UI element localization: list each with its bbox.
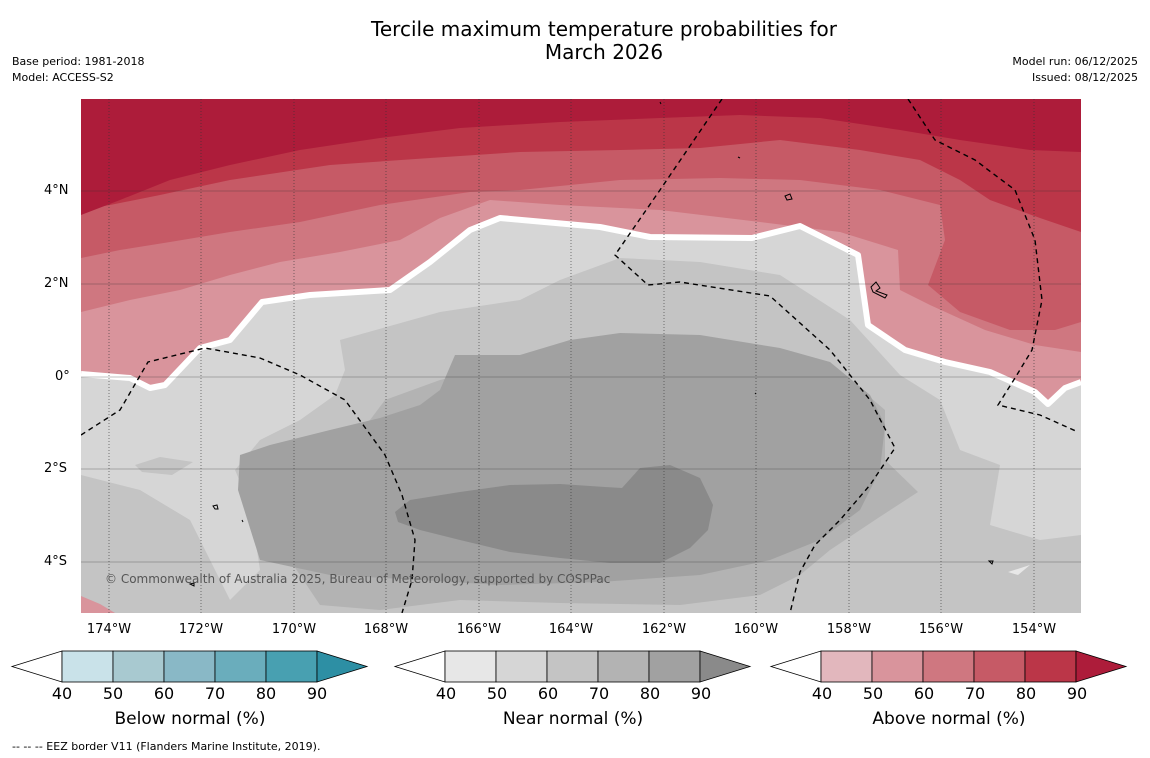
colorbar-above-normal-segment bbox=[871, 650, 924, 683]
base-period: Base period: 1981-2018 bbox=[12, 55, 145, 68]
model-name: Model: ACCESS-S2 bbox=[12, 71, 114, 84]
lon-label-170w: 170°W bbox=[271, 622, 317, 637]
colorbar-tick: 50 bbox=[486, 684, 508, 703]
copyright-notice: © Commonwealth of Australia 2025, Bureau… bbox=[105, 572, 611, 586]
eez-footnote: -- -- -- EEZ border V11 (Flanders Marine… bbox=[12, 740, 321, 753]
colorbar-tick: 80 bbox=[255, 684, 277, 703]
above-normal-90-band bbox=[81, 99, 1081, 215]
lat-label-0: 0° bbox=[55, 369, 70, 384]
colorbar-tick: 70 bbox=[964, 684, 986, 703]
lon-label-154w: 154°W bbox=[1011, 622, 1057, 637]
title-line-1: Tercile maximum temperature probabilitie… bbox=[371, 17, 837, 41]
colorbar-tick: 40 bbox=[435, 684, 457, 703]
meta-right: Model run: 06/12/2025 Issued: 08/12/2025 bbox=[1012, 54, 1138, 86]
colorbar-tick: 70 bbox=[204, 684, 226, 703]
colorbar-below-normal-segment bbox=[163, 650, 216, 683]
colorbar-near-normal-low-extend bbox=[393, 650, 446, 683]
lat-label-2s: 2°S bbox=[44, 461, 68, 476]
colorbar-tick: 50 bbox=[102, 684, 124, 703]
colorbar-above-normal-low-extend bbox=[769, 650, 822, 683]
lon-label-164w: 164°W bbox=[548, 622, 594, 637]
lon-label-168w: 168°W bbox=[363, 622, 409, 637]
model-run: Model run: 06/12/2025 bbox=[1012, 55, 1138, 68]
colorbar-tick: 60 bbox=[913, 684, 935, 703]
colorbar-above-normal-high-extend bbox=[1075, 650, 1128, 683]
near-normal-80-island bbox=[645, 430, 678, 465]
lon-label-162w: 162°W bbox=[641, 622, 687, 637]
colorbar-near-normal-segment bbox=[495, 650, 548, 683]
colorbar-below-normal-high-extend bbox=[316, 650, 369, 683]
colorbar-tick: 90 bbox=[306, 684, 328, 703]
colorbar-below-normal-segment bbox=[61, 650, 114, 683]
colorbar-below-normal-low-extend bbox=[10, 650, 63, 683]
meta-left: Base period: 1981-2018 Model: ACCESS-S2 bbox=[12, 54, 144, 86]
near-normal-50-island bbox=[1008, 565, 1030, 575]
colorbar-tick: 70 bbox=[588, 684, 610, 703]
title-line-2: March 2026 bbox=[544, 40, 664, 64]
colorbar-above-normal-segment bbox=[820, 650, 873, 683]
colorbar-near-normal-segment bbox=[648, 650, 701, 683]
colorbar-tick: 80 bbox=[639, 684, 661, 703]
above-normal-corner bbox=[81, 596, 115, 613]
colorbar-tick: 90 bbox=[690, 684, 712, 703]
colorbar-near-normal-segment bbox=[444, 650, 497, 683]
lon-label-172w: 172°W bbox=[178, 622, 224, 637]
lon-label-174w: 174°W bbox=[86, 622, 132, 637]
lon-label-160w: 160°W bbox=[733, 622, 779, 637]
colorbar-below-normal-segment bbox=[214, 650, 267, 683]
islands bbox=[188, 101, 994, 587]
issued-date: Issued: 08/12/2025 bbox=[1031, 71, 1138, 84]
colorbars bbox=[10, 650, 1128, 683]
probability-field bbox=[81, 99, 1081, 613]
colorbar-below-normal-segment bbox=[265, 650, 318, 683]
colorbar-tick: 40 bbox=[811, 684, 833, 703]
colorbar-title-near-normal: Near normal (%) bbox=[502, 709, 644, 729]
colorbar-title-above-normal: Above normal (%) bbox=[872, 709, 1026, 729]
lon-label-166w: 166°W bbox=[456, 622, 502, 637]
colorbar-above-normal-segment bbox=[922, 650, 975, 683]
colorbar-tick: 60 bbox=[153, 684, 175, 703]
colorbar-tick: 50 bbox=[862, 684, 884, 703]
eez-borders bbox=[81, 99, 1079, 613]
lat-label-4n: 4°N bbox=[44, 183, 69, 198]
lat-label-2n: 2°N bbox=[44, 276, 69, 291]
colorbar-tick: 40 bbox=[51, 684, 73, 703]
colorbar-near-normal-segment bbox=[546, 650, 599, 683]
colorbar-tick: 90 bbox=[1066, 684, 1088, 703]
colorbar-tick: 80 bbox=[1015, 684, 1037, 703]
colorbar-tick: 60 bbox=[537, 684, 559, 703]
lon-label-156w: 156°W bbox=[918, 622, 964, 637]
colorbar-below-normal-segment bbox=[112, 650, 165, 683]
category-boundary-line bbox=[81, 215, 1081, 407]
colorbar-title-below-normal: Below normal (%) bbox=[114, 709, 266, 729]
colorbar-near-normal-high-extend bbox=[699, 650, 752, 683]
graticule bbox=[81, 99, 1081, 613]
colorbar-near-normal-segment bbox=[597, 650, 650, 683]
colorbar-above-normal-segment bbox=[973, 650, 1026, 683]
lat-label-4s: 4°S bbox=[44, 554, 68, 569]
near-normal-60-island bbox=[135, 457, 193, 475]
near-normal-90-area bbox=[395, 465, 713, 563]
lon-label-158w: 158°W bbox=[826, 622, 872, 637]
map-title: Tercile maximum temperature probabilitie… bbox=[0, 18, 1150, 64]
colorbar-above-normal-segment bbox=[1024, 650, 1077, 683]
